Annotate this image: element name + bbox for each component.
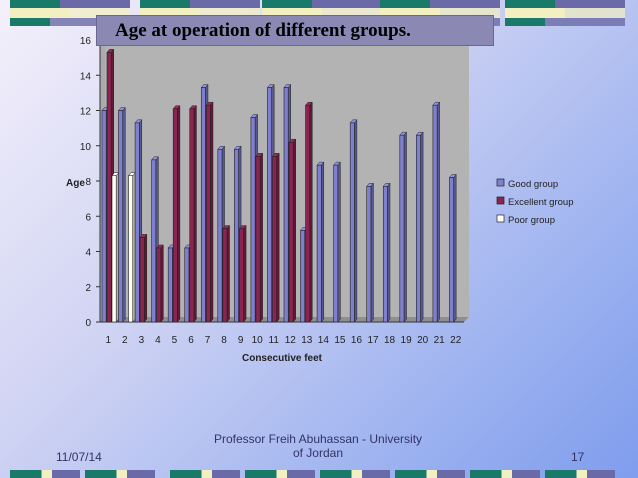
y-tick-label: 14	[80, 71, 92, 82]
bottom-deco-block	[170, 470, 240, 478]
bar	[139, 233, 148, 323]
bar	[288, 138, 297, 323]
bars	[101, 48, 457, 323]
x-tick-label: 16	[351, 335, 363, 346]
x-tick-label: 20	[417, 335, 429, 346]
bar	[333, 161, 341, 323]
y-tick-label: 0	[85, 318, 91, 329]
y-tick-label: 2	[85, 283, 91, 294]
bottom-deco-block	[85, 470, 155, 478]
bar	[118, 106, 126, 323]
bar	[316, 161, 325, 323]
x-tick-label: 22	[450, 335, 462, 346]
bar	[205, 101, 214, 323]
legend-swatch	[496, 178, 505, 187]
x-tick-label: 5	[172, 335, 178, 346]
bottom-deco-block	[320, 470, 390, 478]
legend: Good group Excellent group Poor group	[496, 178, 573, 226]
bar	[255, 152, 264, 323]
bottom-deco-block	[545, 470, 615, 478]
bar	[305, 101, 313, 323]
bottom-deco-block	[470, 470, 540, 478]
y-tick-label: 4	[85, 248, 91, 259]
bar	[222, 224, 231, 323]
bar	[156, 244, 164, 323]
x-tick-label: 19	[401, 335, 413, 346]
y-axis-label: Age	[66, 178, 85, 189]
y-tick-label: 10	[80, 142, 92, 153]
bottom-deco-block	[395, 470, 465, 478]
page-number: 17	[571, 450, 585, 464]
bar	[415, 131, 424, 323]
x-tick-label: 9	[238, 335, 244, 346]
x-tick-label: 10	[252, 335, 264, 346]
slide-title: Age at operation of different groups.	[96, 15, 494, 46]
x-tick-label: 15	[334, 335, 346, 346]
top-deco-block	[505, 0, 625, 26]
x-tick-label: 12	[285, 335, 297, 346]
bar	[128, 172, 136, 323]
x-axis-label: Consecutive feet	[242, 353, 323, 364]
bar	[366, 182, 374, 323]
legend-label: Excellent group	[508, 197, 573, 208]
bar	[172, 105, 181, 323]
bottom-deco-block	[10, 470, 80, 478]
x-tick-label: 18	[384, 335, 396, 346]
x-tick-label: 8	[221, 335, 227, 346]
legend-swatch	[496, 214, 505, 223]
bar	[238, 224, 247, 323]
legend-label: Poor group	[508, 215, 555, 226]
bar	[448, 173, 457, 323]
y-tick-label: 12	[80, 107, 92, 118]
bar	[382, 182, 391, 323]
x-tick-label: 3	[139, 335, 145, 346]
y-tick-label: 16	[80, 36, 92, 47]
x-tick-label: 1	[105, 335, 111, 346]
x-tick-label: 14	[318, 335, 330, 346]
bar	[349, 119, 358, 323]
top-deco-block	[10, 0, 130, 26]
x-tick-label: 13	[301, 335, 313, 346]
x-tick-label: 2	[122, 335, 128, 346]
bar	[189, 105, 197, 323]
x-tick-label: 4	[155, 335, 161, 346]
footer-author: Professor Freih Abuhassan - University o…	[213, 432, 423, 460]
x-tick-label: 6	[188, 335, 194, 346]
x-tick-label: 7	[205, 335, 211, 346]
legend-swatch	[496, 196, 505, 205]
bar	[271, 152, 280, 323]
x-tick-label: 21	[434, 335, 446, 346]
y-tick-label: 6	[85, 212, 91, 223]
bar	[111, 172, 120, 323]
legend-label: Good group	[508, 179, 558, 190]
bottom-deco-block	[245, 470, 315, 478]
y-tick-label: 8	[85, 177, 91, 188]
bar	[399, 131, 408, 323]
bar	[432, 101, 441, 323]
footer-date: 11/07/14	[56, 450, 102, 464]
x-tick-label: 17	[367, 335, 379, 346]
x-tick-label: 11	[269, 335, 280, 346]
